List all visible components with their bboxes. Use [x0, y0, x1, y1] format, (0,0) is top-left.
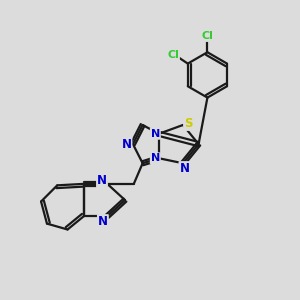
Text: Cl: Cl [202, 31, 213, 41]
Text: S: S [184, 117, 193, 130]
Text: N: N [98, 215, 108, 228]
Text: N: N [122, 138, 131, 151]
Text: N: N [151, 129, 160, 139]
Text: N: N [179, 162, 190, 175]
Text: N: N [151, 153, 160, 163]
Text: N: N [97, 174, 107, 188]
Text: Cl: Cl [167, 50, 179, 60]
